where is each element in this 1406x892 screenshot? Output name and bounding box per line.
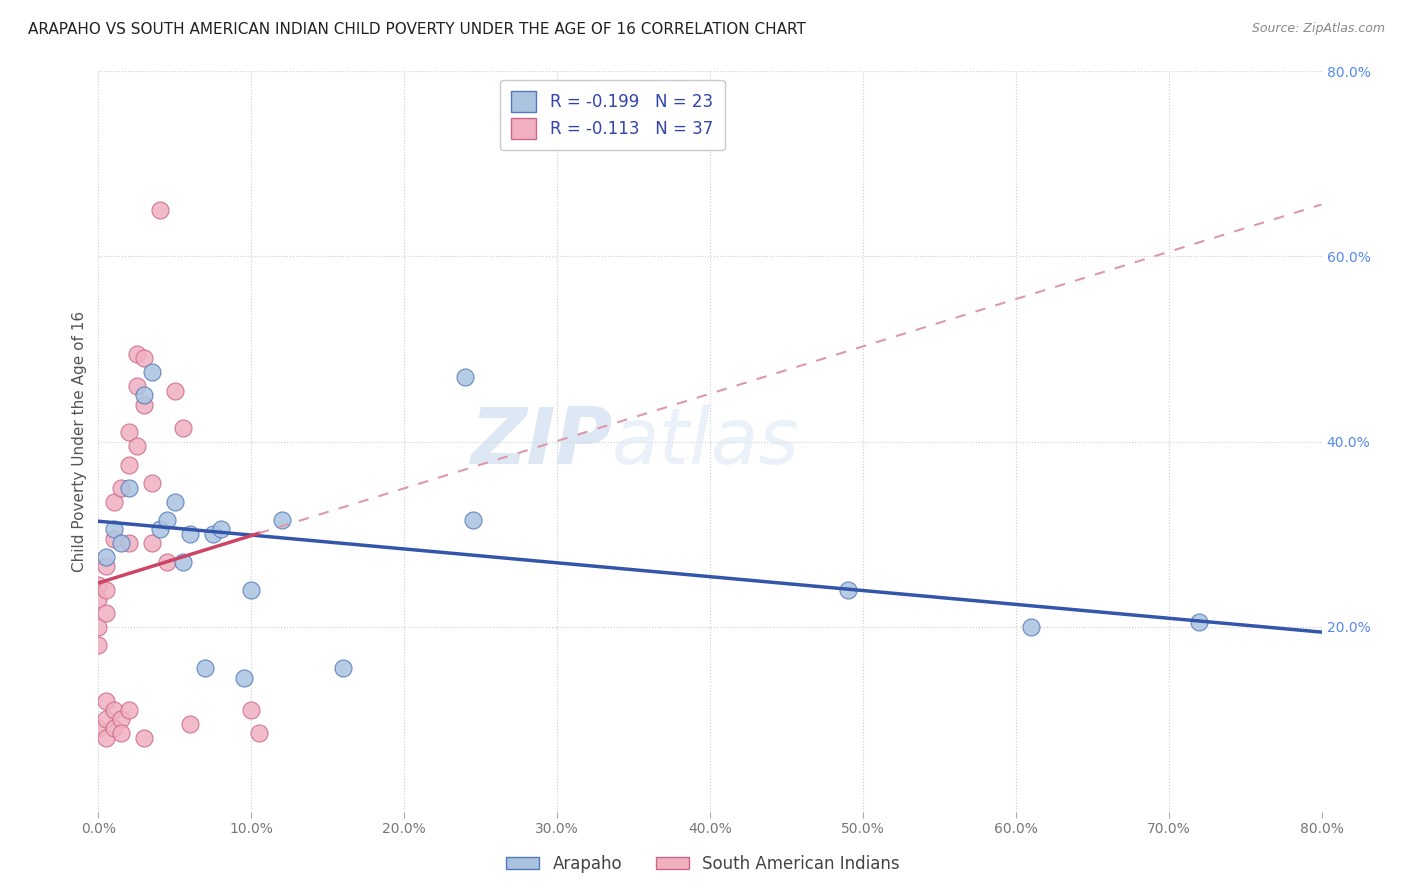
- Point: [1019, 619, 1042, 633]
- Text: ARAPAHO VS SOUTH AMERICAN INDIAN CHILD POVERTY UNDER THE AGE OF 16 CORRELATION C: ARAPAHO VS SOUTH AMERICAN INDIAN CHILD P…: [28, 22, 806, 37]
- Point: [141, 476, 163, 491]
- Point: [125, 439, 148, 453]
- Point: [141, 536, 163, 550]
- Point: [179, 527, 201, 541]
- Point: [1188, 615, 1211, 629]
- Point: [103, 722, 125, 736]
- Point: [87, 619, 110, 633]
- Point: [94, 559, 117, 574]
- Point: [837, 582, 859, 597]
- Point: [110, 712, 132, 726]
- Y-axis label: Child Poverty Under the Age of 16: Child Poverty Under the Age of 16: [72, 311, 87, 572]
- Point: [118, 425, 141, 440]
- Point: [103, 523, 125, 537]
- Point: [118, 458, 141, 472]
- Point: [110, 536, 132, 550]
- Point: [247, 726, 270, 740]
- Point: [125, 346, 148, 360]
- Point: [118, 703, 141, 717]
- Point: [141, 365, 163, 379]
- Point: [194, 661, 217, 675]
- Point: [149, 523, 172, 537]
- Point: [94, 694, 117, 708]
- Point: [454, 369, 477, 384]
- Text: atlas: atlas: [612, 403, 800, 480]
- Point: [118, 481, 141, 495]
- Point: [270, 513, 292, 527]
- Point: [110, 726, 132, 740]
- Point: [134, 398, 156, 412]
- Point: [240, 582, 263, 597]
- Text: Source: ZipAtlas.com: Source: ZipAtlas.com: [1251, 22, 1385, 36]
- Text: ZIP: ZIP: [470, 403, 612, 480]
- Point: [240, 703, 263, 717]
- Point: [163, 494, 186, 508]
- Point: [87, 578, 110, 592]
- Point: [87, 591, 110, 606]
- Point: [172, 420, 194, 434]
- Point: [94, 712, 117, 726]
- Legend: Arapaho, South American Indians: Arapaho, South American Indians: [499, 848, 907, 880]
- Point: [461, 513, 484, 527]
- Point: [149, 203, 172, 218]
- Point: [94, 731, 117, 745]
- Point: [156, 513, 179, 527]
- Point: [179, 716, 201, 731]
- Point: [87, 638, 110, 652]
- Point: [94, 606, 117, 620]
- Point: [118, 536, 141, 550]
- Point: [134, 351, 156, 366]
- Point: [232, 671, 254, 685]
- Point: [125, 379, 148, 393]
- Point: [134, 731, 156, 745]
- Point: [103, 494, 125, 508]
- Point: [332, 661, 354, 675]
- Point: [94, 582, 117, 597]
- Point: [209, 523, 232, 537]
- Point: [156, 555, 179, 569]
- Legend: R = -0.199   N = 23, R = -0.113   N = 37: R = -0.199 N = 23, R = -0.113 N = 37: [499, 79, 724, 151]
- Point: [202, 527, 225, 541]
- Point: [103, 532, 125, 546]
- Point: [94, 550, 117, 565]
- Point: [103, 703, 125, 717]
- Point: [87, 722, 110, 736]
- Point: [172, 555, 194, 569]
- Point: [134, 388, 156, 402]
- Point: [110, 481, 132, 495]
- Point: [163, 384, 186, 398]
